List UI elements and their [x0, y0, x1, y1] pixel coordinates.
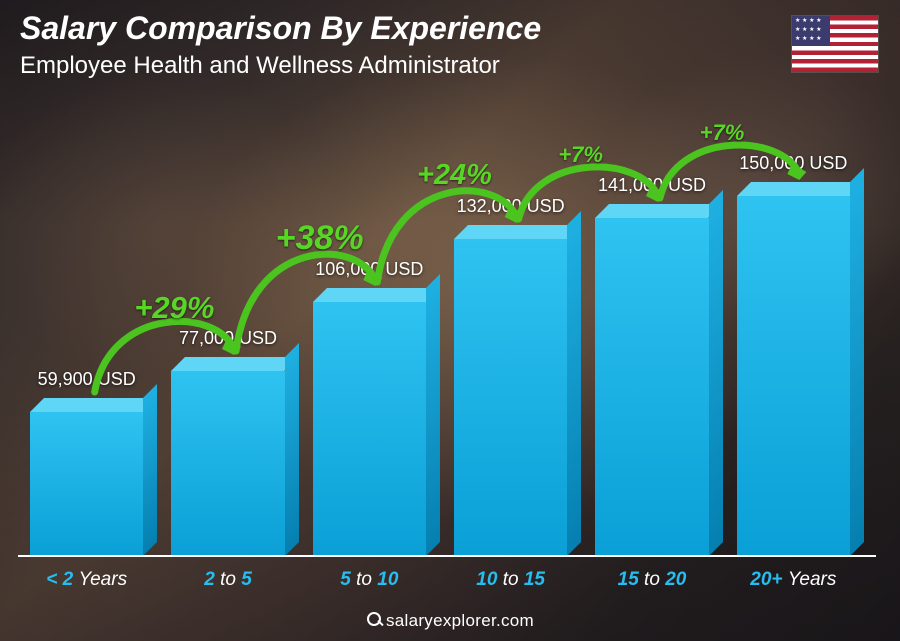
- flag-us-icon: [792, 16, 878, 72]
- bar-front: [737, 196, 850, 556]
- x-axis-line: [18, 555, 876, 557]
- footer-brand-text: salaryexplorer.com: [386, 611, 534, 630]
- bar-cap: [313, 288, 440, 302]
- bar: 106,000 USD: [313, 302, 426, 556]
- bar-cap: [171, 357, 298, 371]
- bar-3d: [454, 239, 567, 556]
- bar-3d: [171, 371, 284, 556]
- bar-cap: [737, 182, 864, 196]
- bar-3d: [595, 218, 708, 556]
- bar-front: [313, 302, 426, 556]
- stage: Salary Comparison By Experience Employee…: [0, 0, 900, 641]
- bar-value-label: 132,000 USD: [420, 196, 601, 217]
- x-label: 2 to 5: [171, 569, 284, 591]
- bar-side: [426, 274, 440, 556]
- bar-3d: [737, 196, 850, 556]
- bar-value-label: 141,000 USD: [561, 175, 742, 196]
- bar-cap: [454, 225, 581, 239]
- bar-front: [595, 218, 708, 556]
- bar-chart: 59,900 USD77,000 USD106,000 USD132,000 U…: [20, 116, 860, 556]
- bar-side: [850, 168, 864, 556]
- bar-3d: [313, 302, 426, 556]
- bar-front: [171, 371, 284, 556]
- bar-cap: [30, 398, 157, 412]
- x-label: 20+ Years: [737, 569, 850, 591]
- x-axis-labels: < 2 Years 2 to 5 5 to 10 10 to 15 15 to 20 20…: [20, 569, 860, 591]
- bar-front: [30, 412, 143, 556]
- bar-value-label: 77,000 USD: [137, 328, 318, 349]
- search-icon: [366, 611, 384, 629]
- bar: 141,000 USD: [595, 218, 708, 556]
- bars-container: 59,900 USD77,000 USD106,000 USD132,000 U…: [20, 116, 860, 556]
- bar-side: [567, 211, 581, 556]
- x-label: 5 to 10: [313, 569, 426, 591]
- bar-value-label: 106,000 USD: [279, 259, 460, 280]
- x-label: < 2 Years: [30, 569, 143, 591]
- footer-brand: salaryexplorer.com: [0, 611, 900, 631]
- bar-side: [143, 384, 157, 556]
- bar: 59,900 USD: [30, 412, 143, 556]
- page-title: Salary Comparison By Experience: [20, 10, 541, 47]
- bar: 132,000 USD: [454, 239, 567, 556]
- bar-side: [709, 190, 723, 556]
- bar-3d: [30, 412, 143, 556]
- bar-side: [285, 343, 299, 556]
- bar-front: [454, 239, 567, 556]
- bar-value-label: 59,900 USD: [0, 369, 177, 390]
- page-subtitle: Employee Health and Wellness Administrat…: [20, 52, 500, 80]
- x-label: 10 to 15: [454, 569, 567, 591]
- bar-value-label: 150,000 USD: [703, 153, 884, 174]
- bar-cap: [595, 204, 722, 218]
- bar: 77,000 USD: [171, 371, 284, 556]
- x-label: 15 to 20: [595, 569, 708, 591]
- bar: 150,000 USD: [737, 196, 850, 556]
